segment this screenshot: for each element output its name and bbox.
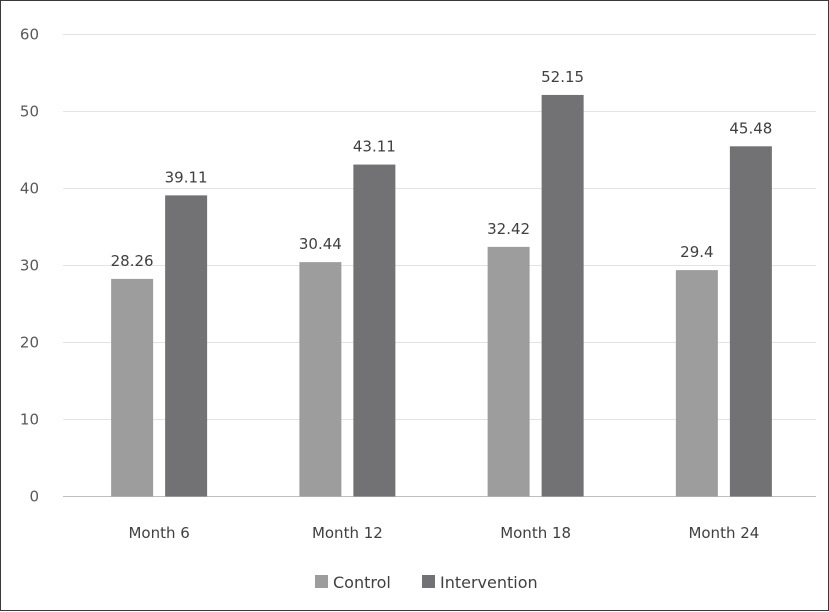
data-label: 30.44 (299, 235, 342, 253)
data-label: 45.48 (729, 119, 772, 137)
bar-control-month-12 (299, 262, 342, 497)
y-tick-label: 20 (20, 334, 39, 352)
x-axis-labels: Month 6 Month 12 Month 18 Month 24 (128, 524, 759, 542)
bar-intervention-month-24 (729, 146, 772, 497)
legend-label-control: Control (333, 573, 391, 592)
x-category-label: Month 12 (312, 524, 383, 542)
y-tick-label: 40 (20, 180, 39, 198)
data-label: 29.4 (680, 243, 713, 261)
y-tick-label: 60 (20, 26, 39, 44)
y-axis-ticks: 0 10 20 30 40 50 60 (20, 26, 39, 506)
data-label: 32.42 (487, 220, 530, 238)
bar-control-month-18 (487, 246, 530, 497)
y-tick-label: 30 (20, 257, 39, 275)
bar-intervention-month-6 (165, 195, 208, 497)
data-label: 39.11 (165, 168, 208, 186)
data-label: 28.26 (111, 252, 154, 270)
bar-intervention-month-12 (353, 164, 396, 497)
bar-control-month-24 (675, 270, 718, 497)
y-tick-label: 10 (20, 411, 39, 429)
legend-swatch-intervention (422, 575, 435, 588)
bar-control-month-6 (111, 278, 154, 497)
legend-swatch-control (315, 575, 328, 588)
bar-intervention-month-18 (541, 94, 584, 497)
y-tick-label: 50 (20, 103, 39, 121)
bars (111, 94, 772, 497)
data-label: 52.15 (541, 68, 584, 86)
x-category-label: Month 6 (128, 524, 189, 542)
data-labels: 28.26 39.11 30.44 43.11 32.42 52.15 29.4 45.48 (111, 68, 773, 270)
legend: Control Intervention (315, 573, 538, 592)
y-tick-label: 0 (29, 488, 39, 506)
x-category-label: Month 24 (688, 524, 759, 542)
legend-label-intervention: Intervention (440, 573, 538, 592)
data-label: 43.11 (353, 138, 396, 156)
x-category-label: Month 18 (500, 524, 571, 542)
